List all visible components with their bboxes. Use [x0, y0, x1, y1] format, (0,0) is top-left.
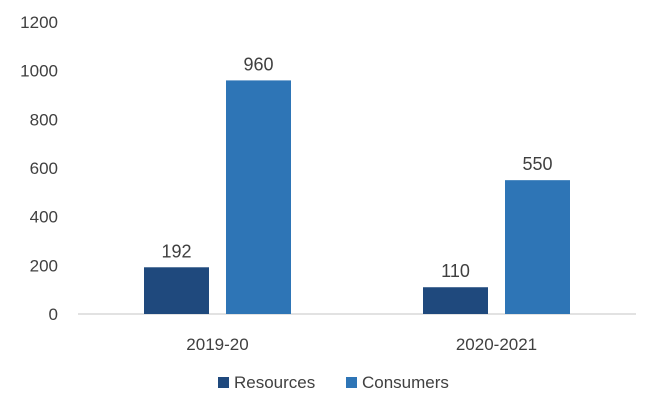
bar-resources-2 [423, 287, 488, 314]
y-tick-label: 600 [30, 159, 58, 178]
bar-consumers-1 [226, 80, 291, 315]
bar-series [144, 80, 570, 315]
bar-consumers-2 [505, 180, 570, 314]
data-label: 192 [161, 241, 191, 261]
x-axis-tick-labels: 2019-20 2020-2021 [186, 335, 537, 354]
y-axis-tick-labels: 0 200 400 600 800 1000 1200 [20, 13, 58, 324]
x-tick-label: 2019-20 [186, 335, 248, 354]
data-label: 110 [441, 261, 470, 281]
legend-label-consumers: Consumers [362, 373, 449, 392]
legend-swatch-resources [218, 377, 229, 388]
data-labels: 192 960 110 550 [161, 54, 552, 281]
legend-label-resources: Resources [234, 373, 315, 392]
data-label: 960 [243, 54, 273, 74]
data-label: 550 [522, 154, 552, 174]
bar-resources-1 [144, 267, 209, 314]
y-tick-label: 1200 [20, 13, 58, 32]
x-tick-label: 2020-2021 [456, 335, 537, 354]
legend-swatch-consumers [346, 377, 357, 388]
legend: Resources Consumers [218, 373, 449, 392]
y-tick-label: 800 [30, 110, 58, 129]
y-tick-label: 1000 [20, 62, 58, 81]
y-tick-label: 0 [49, 305, 58, 324]
y-tick-label: 200 [30, 256, 58, 275]
y-tick-label: 400 [30, 208, 58, 227]
